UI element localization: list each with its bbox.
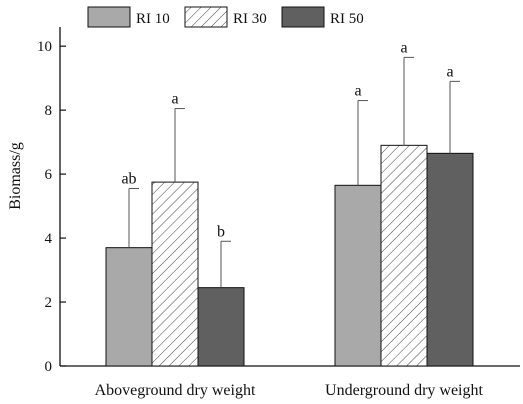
significance-letter: ab: [121, 171, 136, 188]
legend-swatch: [281, 6, 325, 28]
legend-swatch: [87, 6, 131, 28]
y-tick-label: 2: [45, 295, 53, 311]
legend: RI 10 RI 30 RI 50: [87, 6, 364, 28]
y-tick-label: 6: [45, 167, 53, 183]
significance-letter: a: [354, 83, 361, 100]
x-tick-label: Underground dry weight: [325, 382, 483, 399]
legend-swatch: [184, 6, 228, 28]
bar: [380, 144, 428, 367]
y-tick-label: 4: [45, 231, 53, 247]
bar: [334, 184, 382, 367]
significance-letter: a: [400, 39, 407, 56]
bar: [105, 247, 153, 367]
significance-letter: a: [446, 63, 453, 80]
y-axis-label: Biomass/g: [7, 142, 24, 210]
bar: [197, 287, 245, 367]
legend-label: RI 50: [330, 11, 364, 27]
x-tick-label: Aboveground dry weight: [95, 382, 256, 399]
significance-letter: a: [171, 91, 178, 108]
y-tick-label: 10: [37, 39, 52, 55]
legend-label: RI 30: [233, 11, 267, 27]
bar: [151, 181, 199, 367]
y-tick-label: 8: [45, 103, 53, 119]
significance-letter: b: [217, 223, 225, 240]
y-tick-label: 0: [45, 359, 53, 375]
bar: [426, 152, 474, 367]
legend-label: RI 10: [136, 11, 170, 27]
